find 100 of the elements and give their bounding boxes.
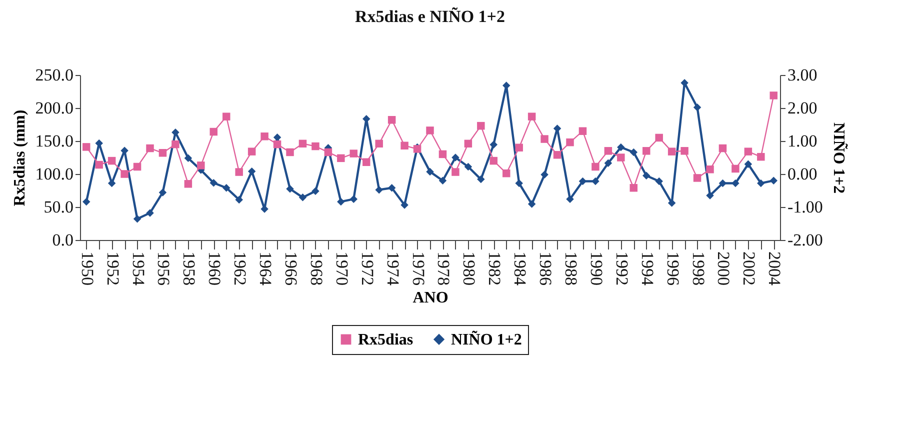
point: [490, 156, 498, 165]
chart-title: Rx5dias e NIÑO 1+2: [355, 7, 505, 26]
point: [566, 195, 574, 203]
point: [298, 140, 307, 148]
point: [617, 143, 625, 152]
point: [260, 132, 268, 140]
y2-tick-label: 1.00: [788, 132, 818, 150]
point: [515, 179, 523, 188]
point: [210, 179, 218, 187]
point: [706, 192, 714, 200]
point: [426, 126, 434, 134]
point: [718, 179, 727, 188]
point: [655, 134, 663, 142]
point: [553, 150, 562, 159]
point: [770, 92, 778, 100]
point: [452, 168, 460, 176]
x-tick-label: 1988: [562, 252, 580, 286]
point: [680, 147, 688, 155]
point: [502, 82, 510, 90]
point: [197, 162, 205, 170]
x-tick-label: 1994: [638, 252, 657, 286]
y-tick-label: 100.0: [35, 164, 74, 184]
x-tick-label: 2004: [765, 252, 784, 286]
point: [540, 170, 548, 179]
y-tick-label: 150.0: [35, 132, 74, 150]
x-tick-label: 1974: [383, 252, 402, 286]
y2-tick-label: 3.00: [788, 66, 818, 84]
y2-axis-title: NIÑO 1+2: [830, 122, 848, 194]
point: [324, 148, 332, 156]
y-axis-title: Rx5dias (mm): [11, 110, 28, 206]
point: [286, 148, 294, 156]
point: [172, 140, 180, 148]
point: [298, 194, 307, 202]
legend-label: NIÑO 1+2: [451, 330, 522, 348]
point: [540, 135, 548, 143]
point: [528, 112, 536, 120]
point: [477, 122, 485, 130]
point: [566, 138, 574, 146]
legend-label: Rx5dias: [358, 331, 414, 348]
point: [680, 79, 688, 87]
point: [350, 150, 358, 158]
x-tick-label: 1960: [205, 252, 224, 286]
point: [146, 209, 154, 217]
point: [400, 142, 408, 150]
point: [158, 188, 167, 196]
point: [592, 177, 600, 186]
point: [222, 184, 230, 192]
x-tick-label: 1992: [612, 252, 632, 286]
point: [337, 198, 345, 206]
point: [604, 159, 612, 167]
x-tick-label: 1962: [230, 252, 250, 286]
x-tick-label: 1954: [128, 252, 148, 286]
point: [642, 147, 650, 155]
point: [388, 116, 396, 124]
point: [400, 201, 408, 209]
point: [248, 167, 256, 176]
point: [718, 144, 727, 152]
point: [668, 199, 676, 207]
y-tick-label: 50.0: [44, 198, 74, 216]
point: [744, 160, 752, 168]
x-tick-label: 1976: [408, 252, 428, 286]
x-tick-label: 1972: [358, 252, 377, 286]
point: [210, 128, 218, 136]
point: [362, 158, 370, 166]
point: [490, 140, 498, 149]
point: [655, 177, 663, 186]
point: [630, 184, 638, 192]
point: [133, 215, 142, 223]
point: [95, 160, 103, 169]
y2-tick-label: 2.00: [788, 98, 818, 118]
point: [668, 148, 676, 156]
point: [184, 154, 192, 162]
x-tick-label: 2002: [740, 252, 759, 286]
x-tick-label: 1998: [688, 252, 708, 286]
point: [693, 103, 702, 112]
y-tick-label: 250.0: [35, 66, 74, 84]
point: [464, 162, 472, 171]
point: [757, 179, 765, 188]
x-tick-label: 1982: [485, 252, 504, 286]
x-axis-title: ANO: [412, 290, 448, 306]
y2-tick-label: -2.00: [788, 230, 823, 250]
x-tick-label: 1980: [460, 252, 479, 286]
point: [312, 142, 320, 150]
point: [248, 148, 256, 156]
point: [273, 140, 282, 148]
x-tick-label: 1968: [306, 252, 326, 286]
point: [578, 127, 587, 135]
point: [235, 196, 243, 204]
point: [426, 168, 434, 176]
point: [438, 176, 447, 184]
point: [158, 149, 167, 157]
point: [222, 112, 230, 120]
point: [184, 180, 192, 188]
point: [578, 177, 587, 186]
point: [172, 128, 180, 136]
point: [350, 195, 358, 203]
point: [337, 154, 345, 162]
x-tick-label: 1952: [103, 252, 122, 286]
point: [375, 186, 383, 194]
x-tick-label: 2000: [714, 252, 734, 286]
